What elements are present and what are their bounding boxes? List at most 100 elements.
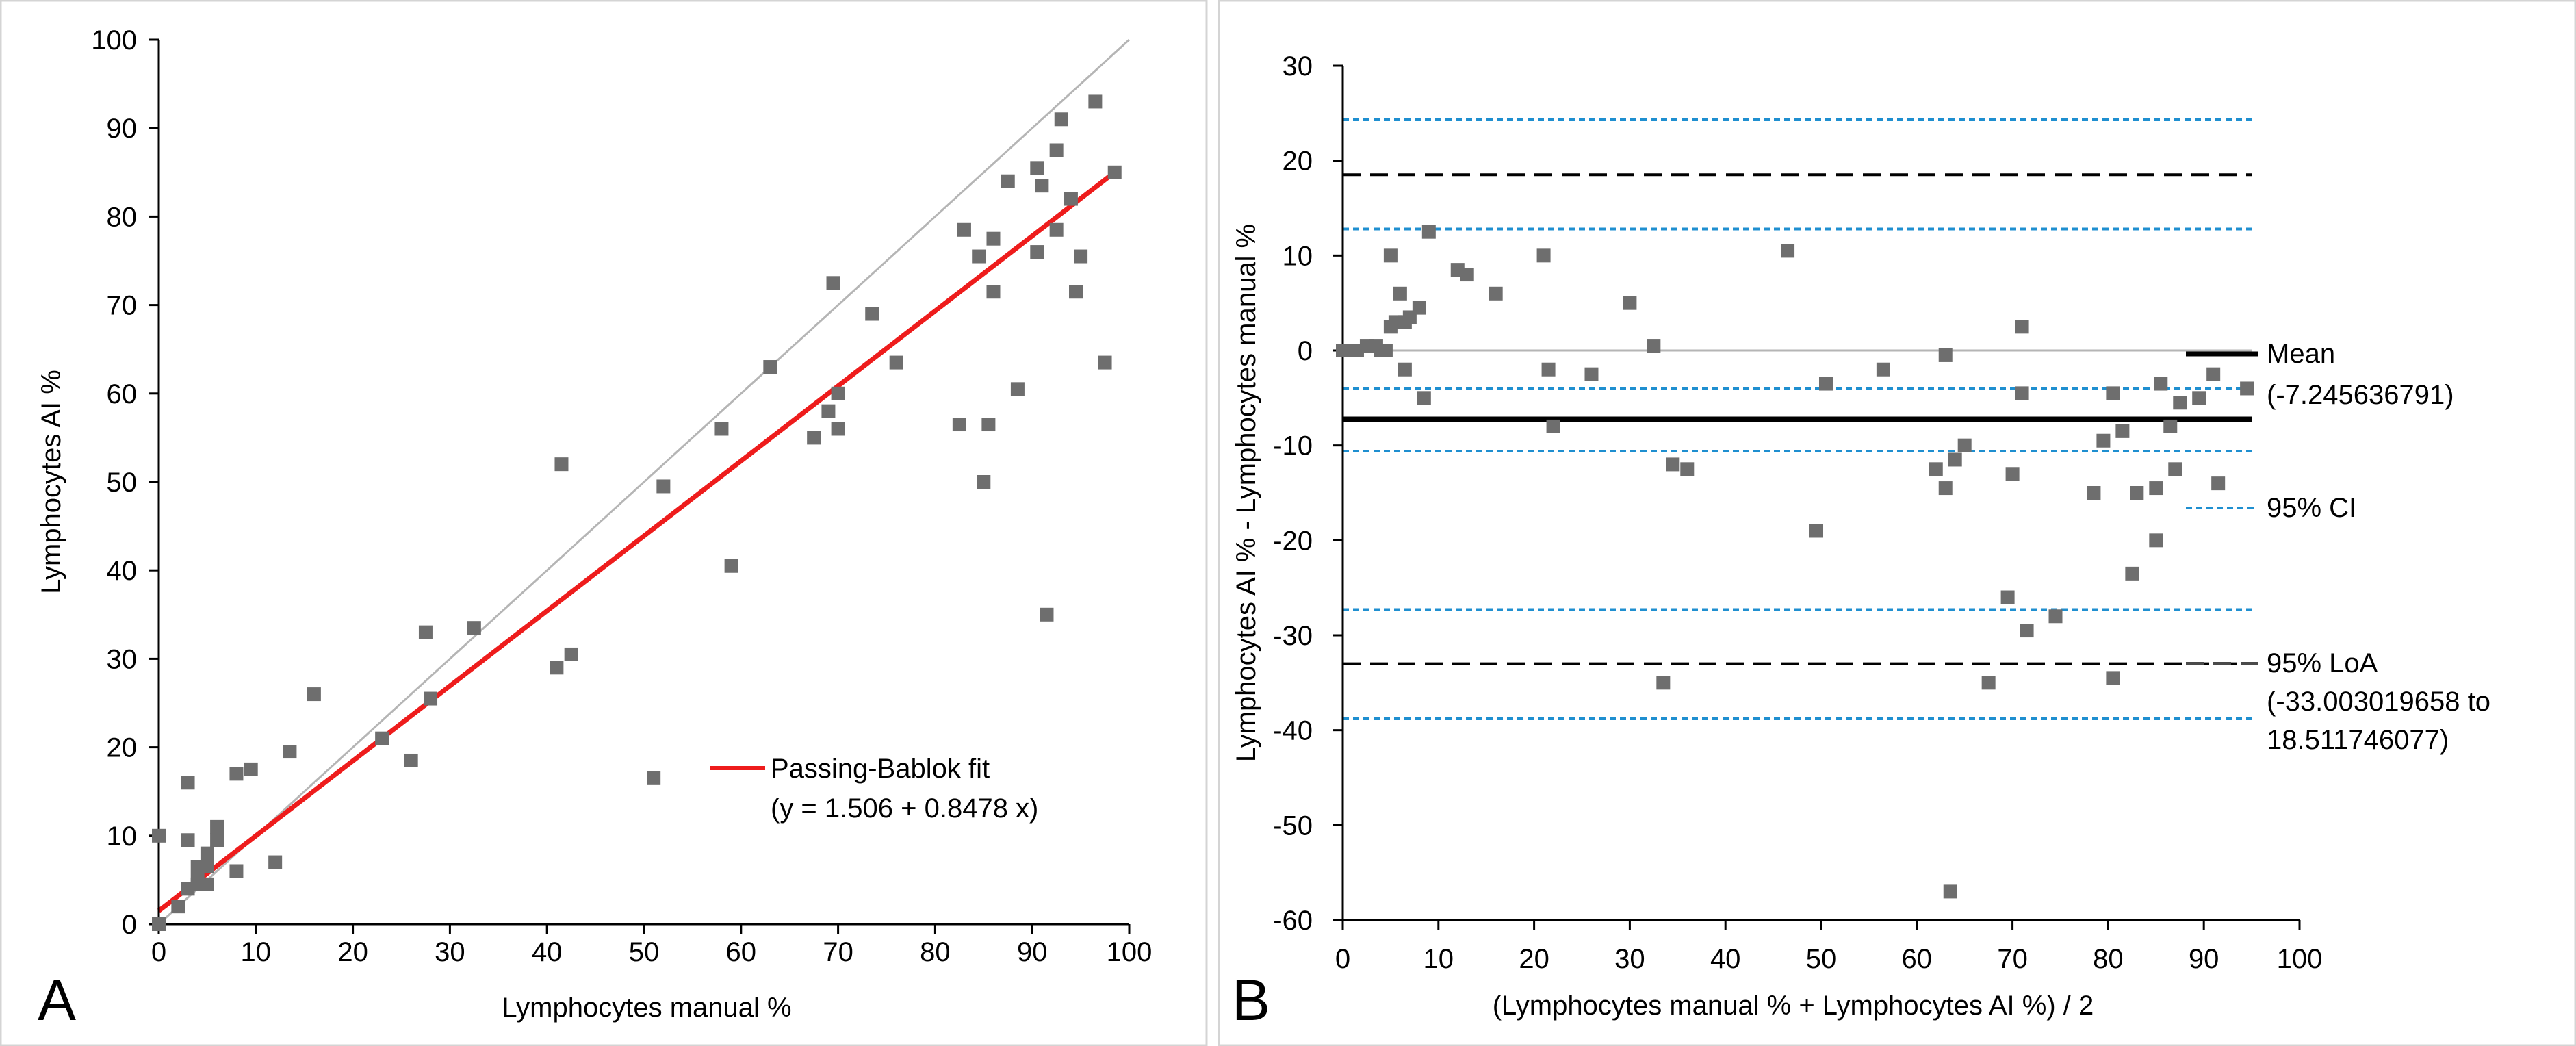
data-point <box>831 422 845 436</box>
data-point <box>1536 248 1551 263</box>
data-point <box>229 767 244 781</box>
data-point <box>1623 296 1637 310</box>
x-tick-label: 60 <box>1902 944 1933 974</box>
data-point <box>981 418 996 432</box>
y-tick-label: 90 <box>107 114 138 144</box>
data-point <box>550 661 564 675</box>
x-tick-label: 20 <box>337 937 368 967</box>
data-point <box>268 855 283 869</box>
data-point <box>1049 143 1064 157</box>
data-point <box>1584 367 1599 381</box>
data-point <box>1010 382 1025 396</box>
passing-bablok-fit-line <box>157 166 1121 913</box>
y-tick-label: -10 <box>1273 431 1313 461</box>
data-point <box>2015 320 2029 334</box>
data-point <box>152 828 166 843</box>
data-point <box>2125 566 2139 581</box>
x-tick-label: 30 <box>1614 944 1645 974</box>
y-tick-label: 50 <box>107 468 138 498</box>
data-point <box>152 917 166 931</box>
panel-b-xlabel: (Lymphocytes manual % + Lymphocytes AI %… <box>1493 991 2094 1021</box>
data-point <box>418 625 433 639</box>
data-point <box>1074 249 1088 264</box>
data-point <box>1398 362 1412 377</box>
x-tick-label: 10 <box>241 937 272 967</box>
data-point <box>807 431 821 445</box>
data-point <box>210 833 224 847</box>
y-tick-label: 20 <box>1283 146 1313 177</box>
data-point <box>889 355 903 370</box>
data-point <box>1680 462 1695 476</box>
data-point <box>181 833 195 847</box>
data-point <box>1943 884 1957 899</box>
data-point <box>1781 244 1795 258</box>
data-point <box>2149 481 2163 496</box>
data-point <box>1417 391 1431 405</box>
panel-a-xlabel: Lymphocytes manual % <box>502 993 791 1023</box>
data-point <box>200 860 214 874</box>
data-point <box>1001 174 1015 188</box>
data-point <box>244 762 258 776</box>
data-point <box>2020 624 2034 638</box>
data-point <box>1489 286 1503 301</box>
data-point <box>1656 676 1671 690</box>
y-tick-label: -20 <box>1273 526 1313 556</box>
y-tick-label: -50 <box>1273 811 1313 841</box>
panel-a: 0 10 20 30 40 50 60 70 80 90 100 0 10 20 30 40 50 60 70 80 9… <box>36 25 1152 1032</box>
data-point <box>171 900 185 914</box>
y-tick-label: -30 <box>1273 621 1313 651</box>
data-point <box>229 864 244 878</box>
data-point <box>1069 285 1083 299</box>
data-point <box>826 276 840 290</box>
data-point <box>986 285 1001 299</box>
data-point <box>404 753 418 767</box>
x-tick-label: 100 <box>1107 937 1152 967</box>
data-point <box>1460 268 1474 282</box>
data-point <box>1412 301 1426 315</box>
data-point <box>1030 245 1044 259</box>
data-point <box>2206 367 2221 381</box>
y-tick-label: -40 <box>1273 716 1313 746</box>
data-point <box>2211 476 2226 491</box>
data-point <box>986 231 1001 246</box>
panel-a-ylabel: Lymphocytes AI % <box>36 370 66 594</box>
panel-b-legend-loa-value-2: 18.511746077) <box>2267 725 2449 755</box>
data-point <box>1546 419 1560 433</box>
panel-a-letter: A <box>38 968 76 1032</box>
x-tick-label: 80 <box>2093 944 2124 974</box>
data-point <box>1088 94 1103 109</box>
data-point <box>1876 362 1890 377</box>
y-tick-label: 0 <box>1298 336 1313 366</box>
y-tick-label: 40 <box>107 556 138 586</box>
data-point <box>375 731 389 745</box>
data-point <box>2000 590 2015 604</box>
data-point <box>972 249 986 264</box>
data-point <box>763 360 777 374</box>
panel-b-legend-mean-value: (-7.245636791) <box>2267 380 2454 410</box>
panel-b-legend-loa-label: 95% LoA <box>2267 648 2378 678</box>
x-tick-label: 10 <box>1424 944 1454 974</box>
data-point <box>957 222 971 237</box>
data-point <box>200 877 214 891</box>
data-point <box>283 745 297 759</box>
x-tick-label: 0 <box>151 937 166 967</box>
data-point <box>1957 438 1972 452</box>
x-tick-label: 50 <box>629 937 660 967</box>
x-tick-label: 100 <box>2277 944 2323 974</box>
x-tick-label: 90 <box>1017 937 1048 967</box>
data-point <box>1040 607 1054 622</box>
data-point <box>865 307 879 321</box>
data-point <box>2048 609 2063 624</box>
data-point <box>2087 486 2101 500</box>
x-tick-label: 70 <box>823 937 853 967</box>
data-point <box>656 479 671 494</box>
data-point <box>210 819 224 834</box>
data-point <box>1421 225 1436 239</box>
data-point <box>2130 486 2144 500</box>
data-point <box>2168 462 2182 476</box>
data-point <box>2240 381 2254 396</box>
data-point <box>1948 452 1962 467</box>
data-point <box>1938 348 1953 362</box>
x-tick-label: 90 <box>2189 944 2219 974</box>
